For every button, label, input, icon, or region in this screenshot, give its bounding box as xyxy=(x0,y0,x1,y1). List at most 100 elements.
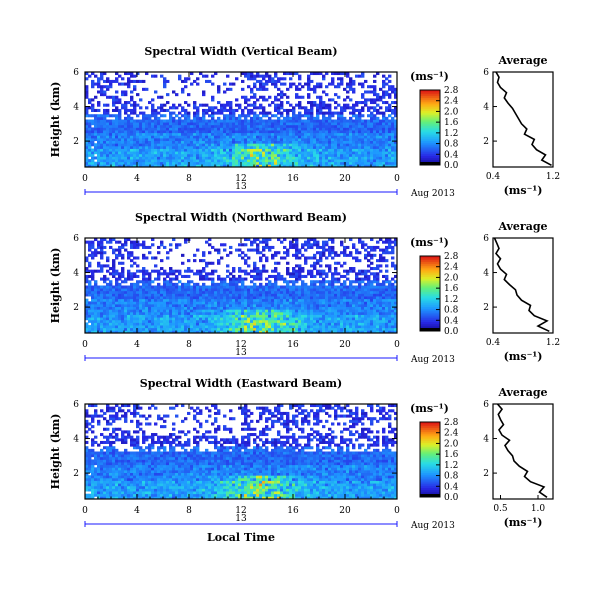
heatmap-cell xyxy=(286,112,289,115)
heatmap-cell xyxy=(304,154,307,157)
heatmap-cell xyxy=(352,151,355,154)
heatmap-cell xyxy=(175,309,178,312)
heatmap-cell xyxy=(370,159,373,162)
heatmap-cell xyxy=(235,296,238,299)
heatmap-cell xyxy=(112,312,115,315)
heatmap-cell xyxy=(238,296,241,299)
heatmap-cell xyxy=(352,154,355,157)
heatmap-cell xyxy=(253,117,256,120)
heatmap-cell xyxy=(334,304,337,307)
heatmap-cell xyxy=(193,125,196,128)
heatmap-cell xyxy=(304,312,307,315)
heatmap-cell xyxy=(163,291,166,294)
heatmap-cell xyxy=(307,93,310,96)
heatmap-cell xyxy=(238,270,241,273)
heatmap-cell xyxy=(355,122,358,125)
heatmap-cell xyxy=(190,286,193,289)
heatmap-cell xyxy=(163,317,166,320)
heatmap-cell xyxy=(205,75,208,78)
heatmap-cell xyxy=(289,291,292,294)
heatmap-cell xyxy=(262,328,265,331)
heatmap-cell xyxy=(199,156,202,159)
heatmap-cell xyxy=(175,154,178,157)
heatmap-cell xyxy=(370,312,373,315)
heatmap-cell xyxy=(286,283,289,286)
heatmap-cell xyxy=(106,133,109,136)
heatmap-cell xyxy=(274,307,277,310)
heatmap-cell xyxy=(361,156,364,159)
heatmap-cell xyxy=(259,75,262,78)
heatmap-cell xyxy=(229,149,232,152)
heatmap-cell xyxy=(232,114,235,117)
heatmap-cell xyxy=(253,296,256,299)
heatmap-cell xyxy=(250,112,253,115)
heatmap-cell xyxy=(172,317,175,320)
heatmap-cell xyxy=(223,296,226,299)
heatmap-cell xyxy=(352,109,355,112)
heatmap-cell xyxy=(253,149,256,152)
heatmap-cell xyxy=(124,146,127,149)
heatmap-cell xyxy=(316,130,319,133)
heatmap-cell xyxy=(217,325,220,328)
heatmap-cell xyxy=(127,328,130,331)
heatmap-cell xyxy=(160,307,163,310)
heatmap-cell xyxy=(391,133,394,136)
heatmap-cell xyxy=(220,312,223,315)
heatmap-cell xyxy=(289,325,292,328)
heatmap-cell xyxy=(274,106,277,109)
heatmap-cell xyxy=(382,127,385,130)
heatmap-cell xyxy=(262,159,265,162)
heatmap-cell xyxy=(115,317,118,320)
heatmap-cell xyxy=(157,127,160,130)
heatmap-cell xyxy=(298,293,301,296)
heatmap-cell xyxy=(316,291,319,294)
heatmap-cell xyxy=(259,80,262,83)
heatmap-cell xyxy=(202,146,205,149)
heatmap-cell xyxy=(112,304,115,307)
heatmap-cell xyxy=(247,325,250,328)
heatmap-cell xyxy=(256,143,259,146)
heatmap-cell xyxy=(103,151,106,154)
heatmap-cell xyxy=(199,309,202,312)
heatmap-cell xyxy=(151,130,154,133)
heatmap-cell xyxy=(337,127,340,130)
heatmap-cell xyxy=(388,288,391,291)
heatmap-cell xyxy=(169,278,172,281)
heatmap-cell xyxy=(205,135,208,138)
heatmap-cell xyxy=(298,151,301,154)
heatmap-cell xyxy=(181,125,184,128)
heatmap-cell xyxy=(241,146,244,149)
heatmap-cell xyxy=(331,291,334,294)
heatmap-cell xyxy=(355,299,358,302)
heatmap-cell xyxy=(361,307,364,310)
heatmap-cell xyxy=(364,317,367,320)
x-tick-label: 8 xyxy=(186,174,192,184)
heatmap-cell xyxy=(289,312,292,315)
heatmap-cell xyxy=(361,109,364,112)
heatmap-cell xyxy=(118,120,121,123)
heatmap-cell xyxy=(262,122,265,125)
heatmap-cell xyxy=(247,328,250,331)
heatmap-cell xyxy=(115,151,118,154)
heatmap-cell xyxy=(328,328,331,331)
heatmap-cell xyxy=(118,301,121,304)
heatmap-cell xyxy=(247,322,250,325)
heatmap-cell xyxy=(136,317,139,320)
heatmap-cell xyxy=(181,299,184,302)
heatmap-cell xyxy=(331,293,334,296)
heatmap-cell xyxy=(169,130,172,133)
heatmap-cell xyxy=(229,112,232,115)
heatmap-cell xyxy=(328,112,331,115)
heatmap-cell xyxy=(265,317,268,320)
heatmap-cell xyxy=(145,328,148,331)
heatmap-cell xyxy=(97,162,100,165)
heatmap-cell xyxy=(127,130,130,133)
heatmap-cell xyxy=(328,154,331,157)
heatmap-cell xyxy=(385,101,388,104)
heatmap-cell xyxy=(385,296,388,299)
heatmap-cell xyxy=(304,291,307,294)
heatmap-cell xyxy=(274,280,277,283)
heatmap-cell xyxy=(241,130,244,133)
heatmap-cell xyxy=(118,288,121,291)
heatmap-cell xyxy=(271,146,274,149)
